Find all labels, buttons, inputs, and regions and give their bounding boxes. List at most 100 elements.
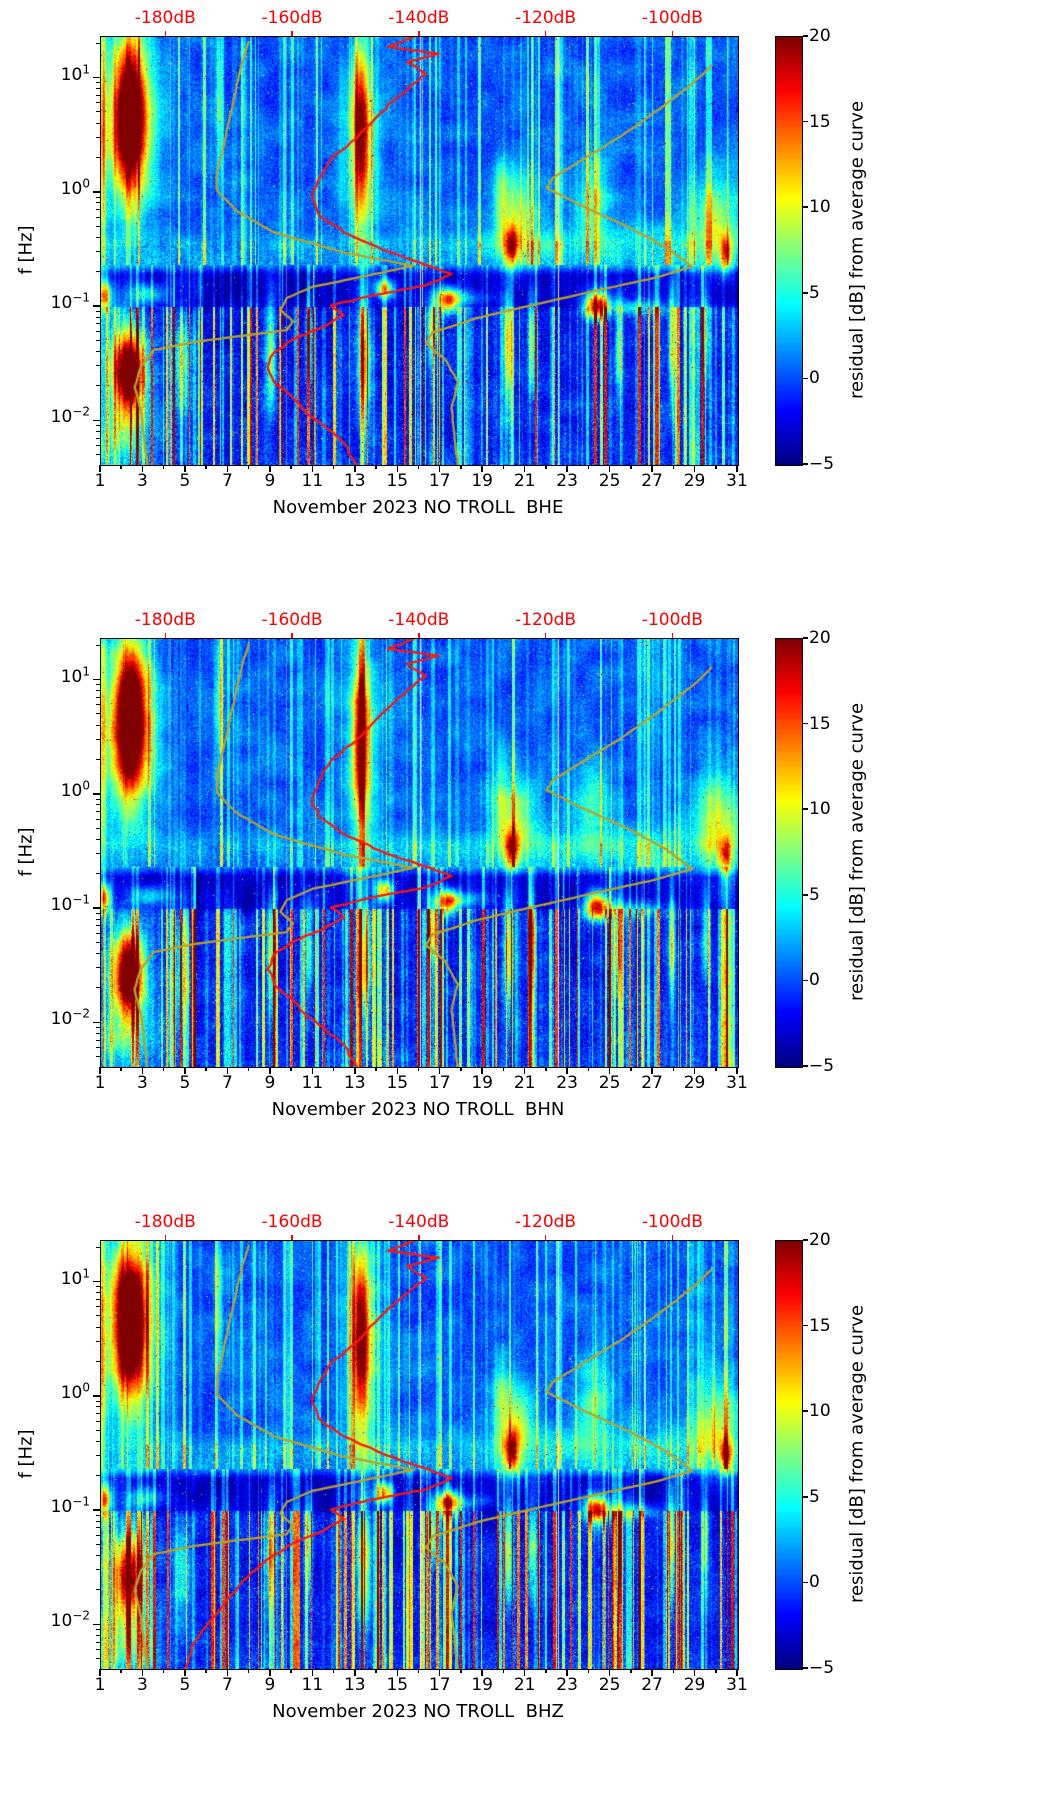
x-minor-tick — [630, 1067, 632, 1071]
x-major-tick — [523, 465, 526, 472]
y-minor-tick — [96, 1475, 100, 1477]
x-tick-label: 5 — [179, 471, 191, 491]
colorbar-tick-label: 10 — [809, 197, 831, 218]
y-tick-label: 100 — [60, 1380, 90, 1403]
colorbar-tick — [803, 1239, 808, 1241]
x-major-tick — [226, 1067, 229, 1074]
x-major-tick — [141, 1669, 144, 1676]
y-minor-tick — [96, 316, 100, 318]
x-tick-label: 31 — [726, 1073, 748, 1093]
x-major-tick — [736, 1669, 738, 1676]
x-tick-label: 3 — [137, 1675, 148, 1695]
x-tick-label: 11 — [301, 1073, 324, 1093]
y-minor-tick — [96, 1440, 100, 1442]
x-major-tick — [651, 465, 653, 472]
y-minor-tick — [96, 1047, 100, 1049]
y-minor-tick — [96, 1420, 100, 1422]
y-minor-tick — [96, 385, 100, 387]
y-minor-tick — [96, 1429, 100, 1431]
y-minor-tick — [96, 310, 100, 312]
y-minor-tick — [96, 425, 100, 427]
y-minor-tick — [96, 713, 100, 715]
colorbar-label: residual [dB] from average curve — [846, 702, 868, 1002]
x-major-tick — [184, 1669, 186, 1676]
y-minor-tick — [96, 987, 100, 989]
y-minor-tick — [96, 1246, 100, 1248]
x-tick-label: 7 — [221, 1675, 233, 1695]
y-minor-tick — [96, 798, 100, 800]
x-tick-label: 25 — [598, 471, 621, 491]
y-major-tick — [93, 678, 100, 681]
y-minor-tick — [96, 1032, 100, 1034]
x-minor-tick — [205, 465, 207, 469]
y-tick-label: 100 — [60, 176, 90, 199]
x-minor-tick — [502, 1669, 505, 1673]
y-minor-tick — [96, 953, 100, 955]
y-minor-tick — [96, 827, 100, 829]
x-minor-tick — [332, 1669, 335, 1673]
x-minor-tick — [120, 465, 122, 469]
y-minor-tick — [96, 330, 100, 332]
x-tick-label: 19 — [471, 1073, 494, 1093]
colorbar-tick — [803, 808, 808, 810]
db-axis-tick — [291, 633, 293, 638]
x-major-tick — [608, 1669, 611, 1676]
db-axis-label: -180dB — [134, 610, 196, 630]
db-axis-label: -180dB — [134, 8, 196, 28]
db-axis-label: -100dB — [641, 610, 703, 630]
y-minor-tick — [96, 1039, 100, 1041]
x-major-tick — [523, 1669, 526, 1676]
x-major-tick — [311, 1669, 314, 1676]
x-major-tick — [354, 465, 356, 472]
colorbar-tick — [803, 1581, 808, 1584]
y-major-tick — [93, 1021, 100, 1024]
y-minor-tick — [96, 1306, 100, 1308]
y-minor-tick — [96, 1455, 100, 1457]
y-minor-tick — [96, 1400, 100, 1402]
x-minor-tick — [587, 1067, 590, 1071]
x-minor-tick — [247, 1067, 250, 1071]
db-axis-tick — [544, 1235, 547, 1240]
colorbar-tick-label: 15 — [809, 713, 831, 734]
db-axis-label: -140dB — [388, 1212, 450, 1232]
y-minor-tick — [96, 156, 100, 158]
x-axis-title: November 2023 NO TROLL BHE — [272, 497, 564, 518]
x-minor-tick — [545, 1067, 547, 1071]
colorbar-tick-label: 0 — [809, 368, 820, 389]
y-minor-tick — [96, 818, 100, 820]
x-tick-label: 23 — [556, 1073, 578, 1093]
spectrogram-canvas-bhe — [100, 36, 739, 466]
colorbar-tick-label: 20 — [809, 628, 831, 648]
x-minor-tick — [375, 1669, 377, 1673]
colorbar-tick-label: −5 — [809, 454, 835, 474]
y-minor-tick — [96, 684, 100, 686]
y-minor-tick — [96, 704, 100, 706]
x-tick-label: 23 — [556, 471, 578, 491]
y-minor-tick — [96, 1056, 100, 1058]
x-tick-label: 15 — [386, 1073, 409, 1093]
colorbar-tick-label: −5 — [809, 1658, 835, 1678]
y-minor-tick — [96, 1569, 100, 1571]
x-tick-label: 27 — [641, 1073, 663, 1093]
db-axis-label: -160dB — [261, 8, 323, 28]
y-major-tick — [93, 793, 100, 795]
x-tick-label: 15 — [386, 471, 409, 491]
colorbar-tick — [803, 1410, 808, 1412]
y-major-tick — [93, 1509, 100, 1511]
y-minor-tick — [96, 196, 100, 198]
x-major-tick — [354, 1669, 356, 1676]
x-major-tick — [269, 1067, 271, 1074]
x-tick-label: 11 — [301, 471, 324, 491]
x-major-tick — [481, 465, 483, 472]
x-tick-label: 31 — [726, 471, 748, 491]
db-axis-tick — [164, 1235, 167, 1240]
x-major-tick — [396, 1067, 399, 1074]
y-axis-label: f [Hz] — [15, 827, 37, 877]
x-major-tick — [566, 1067, 568, 1074]
y-minor-tick — [96, 1413, 100, 1415]
x-tick-label: 17 — [428, 471, 451, 491]
db-axis-tick — [418, 1235, 420, 1240]
y-tick-label: 101 — [60, 1265, 90, 1289]
y-minor-tick — [96, 853, 100, 855]
x-major-tick — [311, 1067, 314, 1074]
